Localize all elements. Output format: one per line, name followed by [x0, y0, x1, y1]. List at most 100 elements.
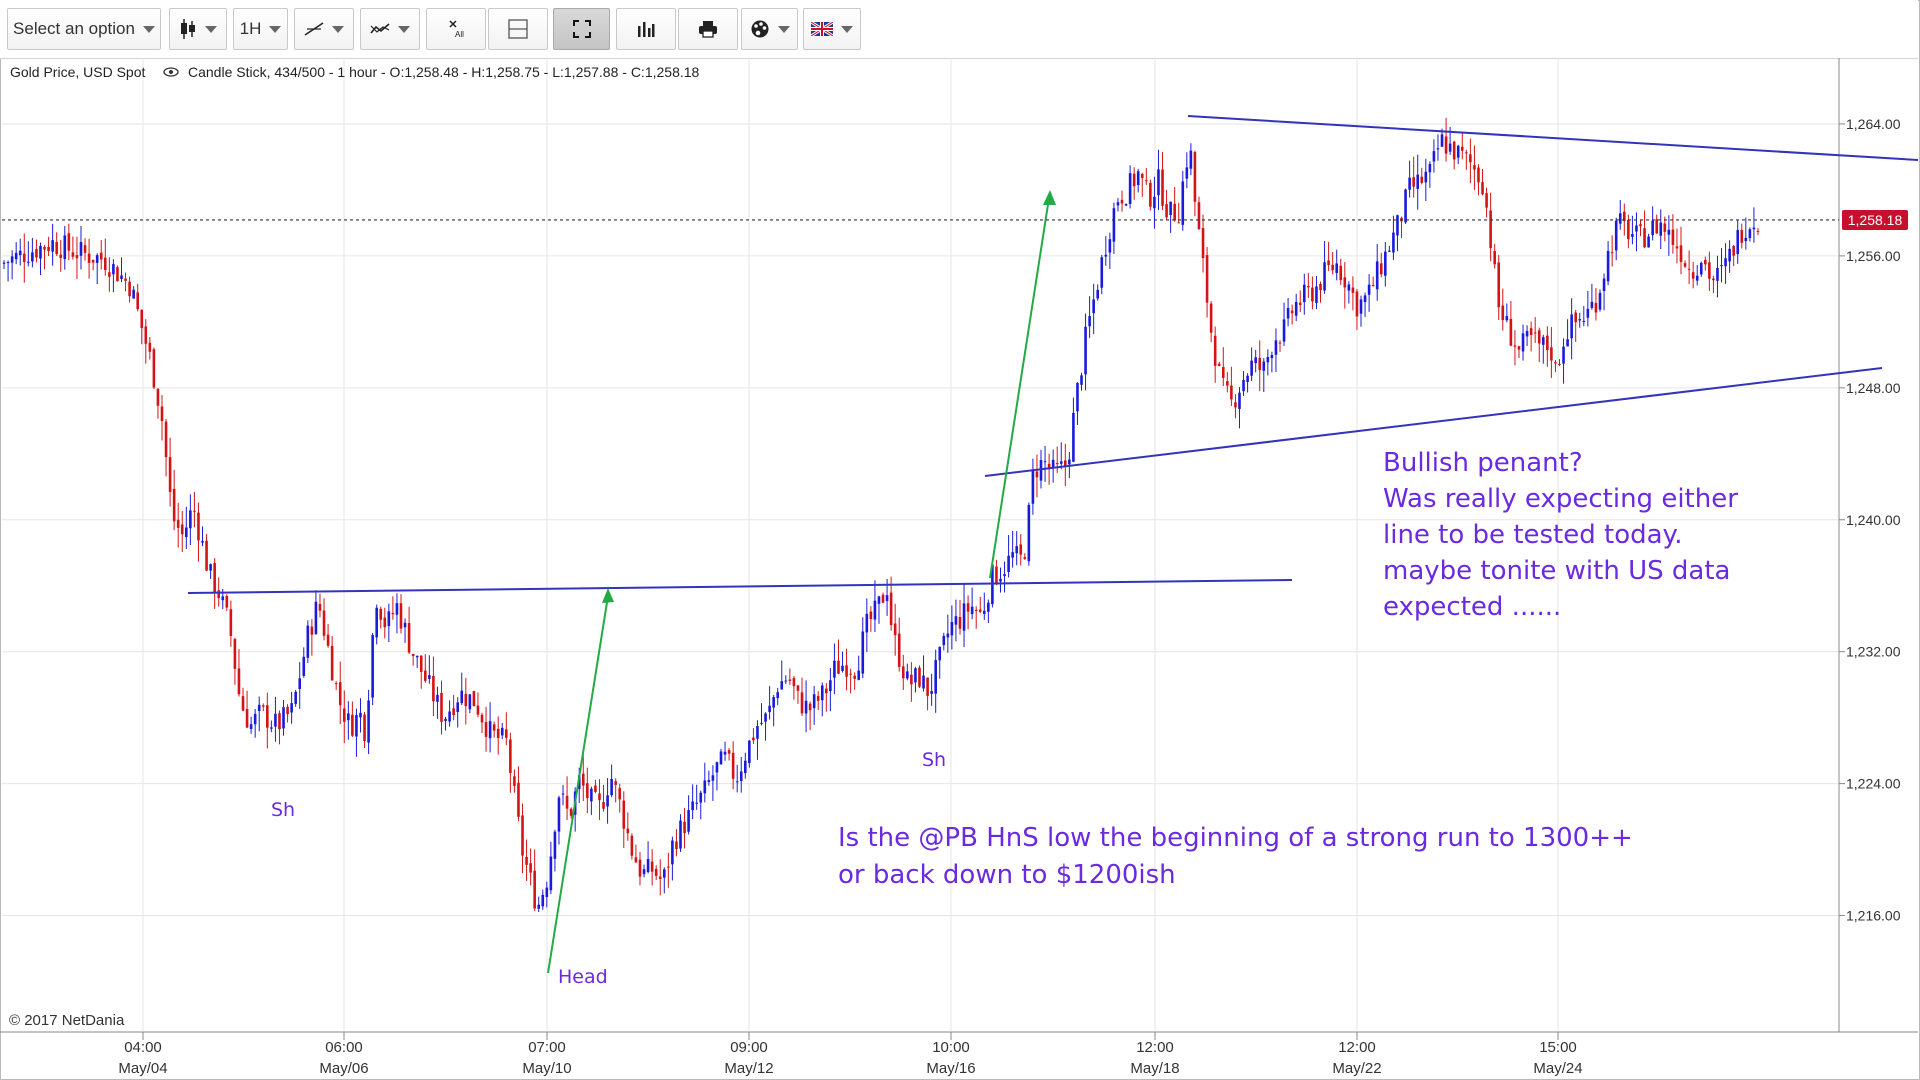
candle-body [322, 610, 326, 636]
candle-body [946, 633, 950, 638]
candle-body [739, 771, 743, 782]
candle-body [189, 510, 192, 529]
candle-body [152, 349, 156, 388]
candle-body [1448, 143, 1452, 152]
visibility-eye-icon[interactable] [163, 67, 179, 77]
candle-body [1623, 211, 1626, 221]
candle-body [521, 815, 524, 856]
candle-body [1007, 555, 1010, 573]
candle-body [306, 625, 310, 658]
candle-body [812, 694, 816, 709]
candle-body [1072, 412, 1075, 462]
x-tick-time: 10:00 [932, 1039, 970, 1056]
y-tick-label: 1,240.00 [1846, 512, 1901, 528]
candle-body [930, 691, 933, 694]
drawing-tools-button[interactable] [294, 8, 354, 50]
candle-body [1327, 260, 1330, 266]
chart-type-button[interactable] [169, 8, 227, 50]
candle-body [910, 674, 913, 685]
fullscreen-button[interactable] [553, 8, 610, 50]
candle-body [1683, 263, 1687, 267]
candle-body [1513, 345, 1517, 347]
candle-body [1554, 362, 1557, 364]
volume-button[interactable] [616, 8, 676, 50]
candle-body [1120, 199, 1124, 204]
y-axis: 1,216.00 1,224.00 1,232.00 1,240.00 1,248.00… [1839, 116, 1901, 924]
candle-body [156, 388, 160, 406]
chevron-down-icon [269, 25, 282, 33]
candle-body [1748, 229, 1752, 239]
candle-body [290, 703, 293, 713]
candle-body [586, 783, 589, 799]
remove-all-button[interactable]: All [426, 8, 486, 50]
candle-body [1043, 461, 1047, 463]
candle-body [371, 634, 374, 698]
print-button[interactable] [678, 8, 738, 50]
candle-body [1404, 189, 1407, 223]
candle-body [1687, 268, 1691, 270]
candle-body [456, 702, 460, 713]
candle-body [1477, 167, 1480, 183]
candle-body [476, 705, 480, 715]
candle-body [1473, 165, 1476, 170]
arrow-line-2[interactable] [989, 197, 1050, 579]
candle-body [1181, 181, 1185, 225]
candle-body [1294, 301, 1298, 316]
candle-body [1153, 196, 1156, 209]
candle-body [1157, 169, 1160, 196]
candle-body [857, 670, 861, 680]
candle-body [914, 668, 917, 683]
candle-body [1242, 379, 1245, 392]
candle-body [1566, 339, 1569, 347]
x-tick-time: 12:00 [1136, 1039, 1174, 1056]
candle-body [780, 681, 784, 690]
crosshair-icon [508, 19, 528, 39]
candle-body [1136, 171, 1140, 186]
interval-dropdown[interactable]: 1H [233, 8, 288, 50]
flag-uk-icon [811, 22, 833, 36]
candle-body [217, 590, 221, 599]
candle-body [1108, 239, 1112, 253]
indicators-button[interactable] [360, 8, 420, 50]
neckline[interactable] [187, 579, 1293, 594]
candle-body [14, 252, 18, 260]
candle-body [201, 540, 204, 543]
candle-body [735, 781, 739, 783]
candle-body [1558, 363, 1561, 365]
theme-button[interactable] [741, 8, 798, 50]
candle-body [496, 728, 500, 738]
pennant-lower-line[interactable] [984, 367, 1883, 477]
select-option-dropdown[interactable]: Select an option [7, 8, 161, 50]
candle-body [128, 281, 131, 297]
candle-body [6, 262, 10, 264]
head-label: Head [558, 966, 608, 988]
candle-body [654, 868, 658, 876]
candle-body [1728, 248, 1731, 262]
candle-body [1375, 261, 1379, 290]
candle-body [1525, 331, 1529, 337]
candle-body [1712, 278, 1715, 281]
language-button[interactable] [803, 8, 861, 50]
candle-body [1509, 318, 1513, 346]
candle-body [415, 655, 419, 658]
candle-body [367, 700, 370, 743]
candle-body [1521, 333, 1525, 352]
candle-body [1695, 275, 1699, 281]
candle-body [881, 594, 885, 603]
candle-body [638, 859, 642, 877]
candle-body [598, 793, 601, 801]
crosshair-button[interactable] [488, 8, 548, 50]
candle-body [594, 785, 597, 792]
arrow-line-1[interactable] [547, 595, 609, 974]
candle-body [954, 616, 958, 625]
pennant-upper-line[interactable] [1187, 115, 1919, 161]
candle-body [1084, 326, 1087, 375]
y-tick-label: 1,264.00 [1846, 116, 1901, 132]
candle-body [197, 512, 200, 541]
candle-body [1019, 544, 1023, 555]
candle-body [59, 254, 63, 258]
candle-body [1618, 213, 1622, 224]
candle-body [1197, 202, 1201, 230]
candle-body [1266, 357, 1270, 363]
